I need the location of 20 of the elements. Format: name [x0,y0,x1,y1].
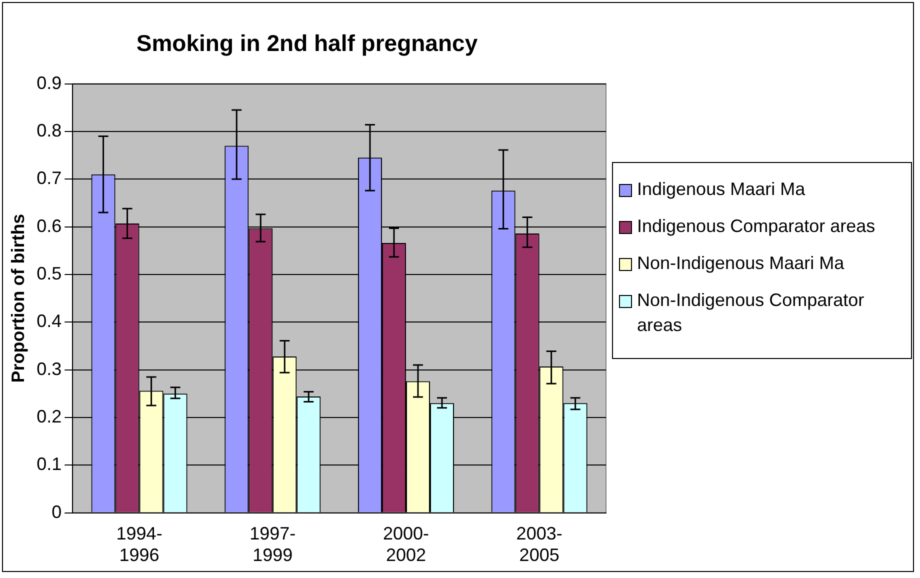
x-tick-label: 2003-2005 [516,524,562,566]
y-tick-label: 0.1 [36,454,62,474]
y-tick-label: 0.6 [36,216,62,236]
x-tick-label: 1997-1999 [250,524,296,566]
legend-label: Non-Indigenous Maari Ma [637,252,844,275]
chart-title: Smoking in 2nd half pregnancy [135,30,479,57]
y-tick-label: 0.7 [36,168,62,188]
x-tick-label: 2000-2002 [382,524,430,566]
y-axis-title: Proportion of births [8,214,28,383]
legend-label: Indigenous Maari Ma [637,178,806,201]
legend-label: Indigenous Comparator areas [637,215,876,238]
x-tick-label: 1994-1996 [116,524,162,566]
y-tick-label: 0.8 [36,120,62,140]
y-tick-label: 0.2 [36,406,62,426]
legend-label: Non-Indigenous Comparator areas [637,289,866,337]
y-tick-label: 0.4 [36,311,62,332]
y-tick-label: 0 [52,502,62,522]
y-tick-label: 0.9 [36,72,62,93]
y-tick-label: 0.5 [36,263,62,284]
y-tick-label: 0.3 [36,358,62,379]
